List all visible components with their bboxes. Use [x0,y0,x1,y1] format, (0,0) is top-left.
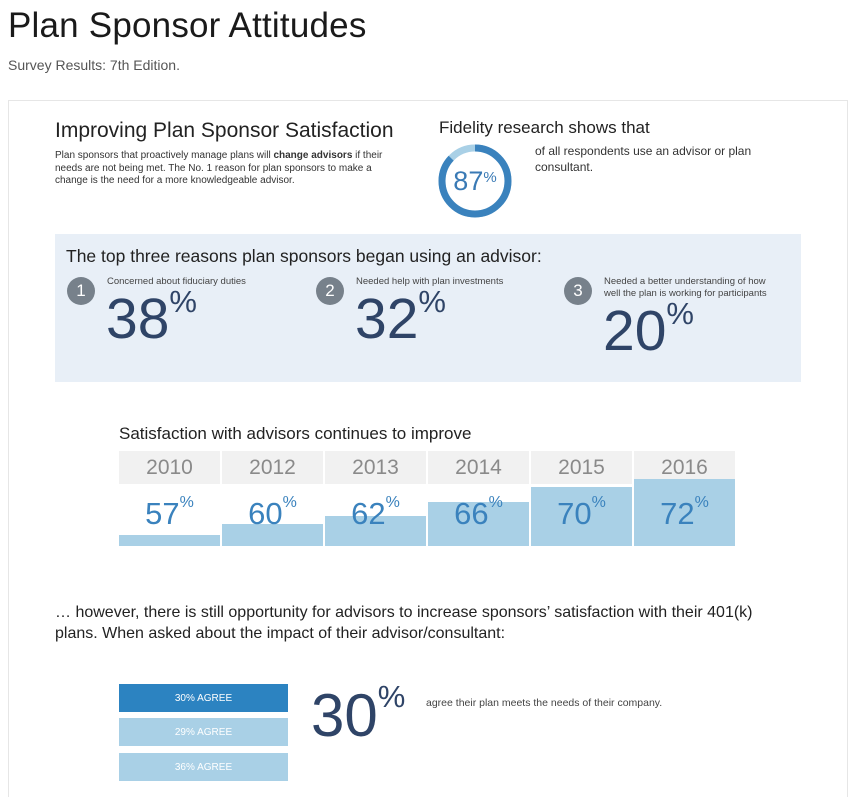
reason-value-number-1: 38 [106,287,170,351]
reason-percent-sign-2: % [418,284,446,319]
content-card [8,100,848,797]
satisfaction-percent-sign: % [282,493,297,511]
satisfaction-percent-sign: % [179,493,194,511]
reasons-panel [55,234,801,382]
fidelity-heading: Fidelity research shows that [439,118,650,137]
agree-big-number: 30 [311,682,378,749]
intro-body-end: if their needs are not being met. The No… [55,150,383,186]
satisfaction-bar [222,524,323,546]
fidelity-percent-sign: % [483,168,497,186]
satisfaction-number: 62 [351,496,386,531]
satisfaction-bar [119,535,220,546]
reason-value-1: 38% [106,286,197,348]
satisfaction-number: 66 [454,496,489,531]
year-label-2014: 2014 [428,451,529,484]
reasons-heading: The top three reasons plan sponsors bega… [66,246,542,266]
satisfaction-value: 66% [428,493,529,532]
satisfaction-percent-sign: % [694,493,709,511]
satisfaction-percent-sign: % [591,493,606,511]
agree-option-36[interactable]: 36% AGREE [119,753,288,781]
satisfaction-heading: Satisfaction with advisors continues to … [119,424,472,443]
agree-description: agree their plan meets the needs of thei… [426,697,663,709]
fidelity-value: 87 [453,165,484,196]
satisfaction-value: 70% [531,493,632,532]
satisfaction-number: 57 [145,496,180,531]
year-label-2013: 2013 [325,451,426,484]
reason-number-3: 3 [564,277,592,305]
agree-percent-sign: % [377,679,406,714]
page-title: Plan Sponsor Attitudes [8,6,367,45]
year-label-2010: 2010 [119,451,220,484]
donut-arc [438,144,512,218]
reason-percent-sign-3: % [666,296,694,331]
satisfaction-bar [428,502,529,546]
agree-option-30[interactable]: 30% AGREE [119,684,288,712]
reason-number-1: 1 [67,277,95,305]
satisfaction-bar [531,487,632,546]
reason-label-1: Concerned about fiduciary duties [107,276,246,287]
page-subtitle: Survey Results: 7th Edition. [8,57,180,73]
reason-value-number-3: 20 [603,299,667,363]
agree-big-percent: 30% [311,681,405,746]
satisfaction-number: 60 [248,496,283,531]
satisfaction-percent-sign: % [488,493,503,511]
opportunity-text: … however, there is still opportunity fo… [55,604,753,643]
satisfaction-value: 62% [325,493,426,532]
satisfaction-value: 57% [119,493,220,532]
satisfaction-bar [325,516,426,546]
satisfaction-bar [634,479,735,546]
year-label-2012: 2012 [222,451,323,484]
year-label-2015: 2015 [531,451,632,484]
satisfaction-value: 72% [634,493,735,532]
year-label-2016: 2016 [634,451,735,484]
reason-percent-sign-1: % [169,284,197,319]
agree-option-29[interactable]: 29% AGREE [119,718,288,746]
intro-heading: Improving Plan Sponsor Satisfaction [55,119,394,142]
reason-number-2: 2 [316,277,344,305]
reason-label-3: Needed a better understanding of how wel… [604,276,767,299]
satisfaction-value: 60% [222,493,323,532]
fidelity-percent: 87% [437,143,513,219]
fidelity-donut [438,144,512,218]
reason-label-2: Needed help with plan investments [356,276,504,287]
reason-value-2: 32% [355,286,446,348]
intro-body-start: Plan sponsors that proactively manage pl… [55,150,274,161]
reason-value-number-2: 32 [355,287,419,351]
satisfaction-number: 72 [660,496,695,531]
reason-value-3: 20% [603,298,694,360]
intro-body-bold: change advisors [273,150,353,161]
fidelity-description: of all respondents use an advisor or pla… [535,144,752,174]
intro-body: Plan sponsors that proactively manage pl… [55,150,405,188]
satisfaction-number: 70 [557,496,592,531]
satisfaction-percent-sign: % [385,493,400,511]
